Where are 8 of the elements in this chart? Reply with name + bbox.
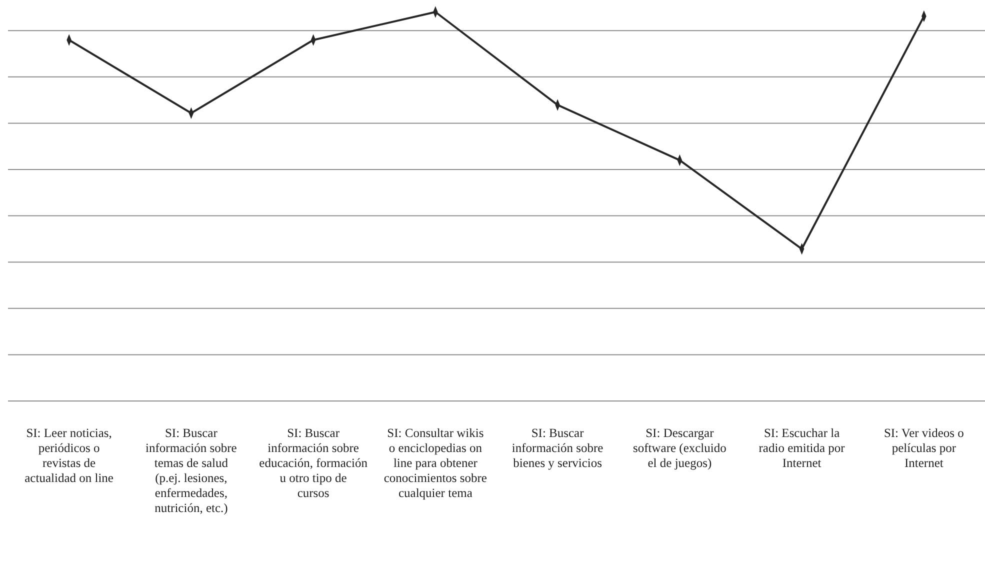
- x-tick-label: SI: Ver videos o películas por Internet: [884, 426, 964, 470]
- x-tick-label: SI: Consultar wikis o enciclopedias on line para obtener conocimientos sobre cualquier tema: [384, 426, 488, 500]
- x-tick-label: SI: Escuchar la radio emitida por Internet: [758, 426, 846, 470]
- x-tick-label: SI: Descargar software (excluido el de juegos): [633, 426, 726, 470]
- x-tick-label: SI: Buscar información sobre bienes y servicios: [512, 426, 604, 470]
- x-tick-label: SI: Leer noticias, periódicos o revistas de actualidad on line: [24, 426, 114, 485]
- x-tick-label: SI: Buscar información sobre temas de salud (p.ej. lesiones, enfermedades, nutrición, etc.): [146, 426, 238, 515]
- x-tick-label: SI: Buscar información sobre educación, formación u otro tipo de cursos: [259, 426, 368, 500]
